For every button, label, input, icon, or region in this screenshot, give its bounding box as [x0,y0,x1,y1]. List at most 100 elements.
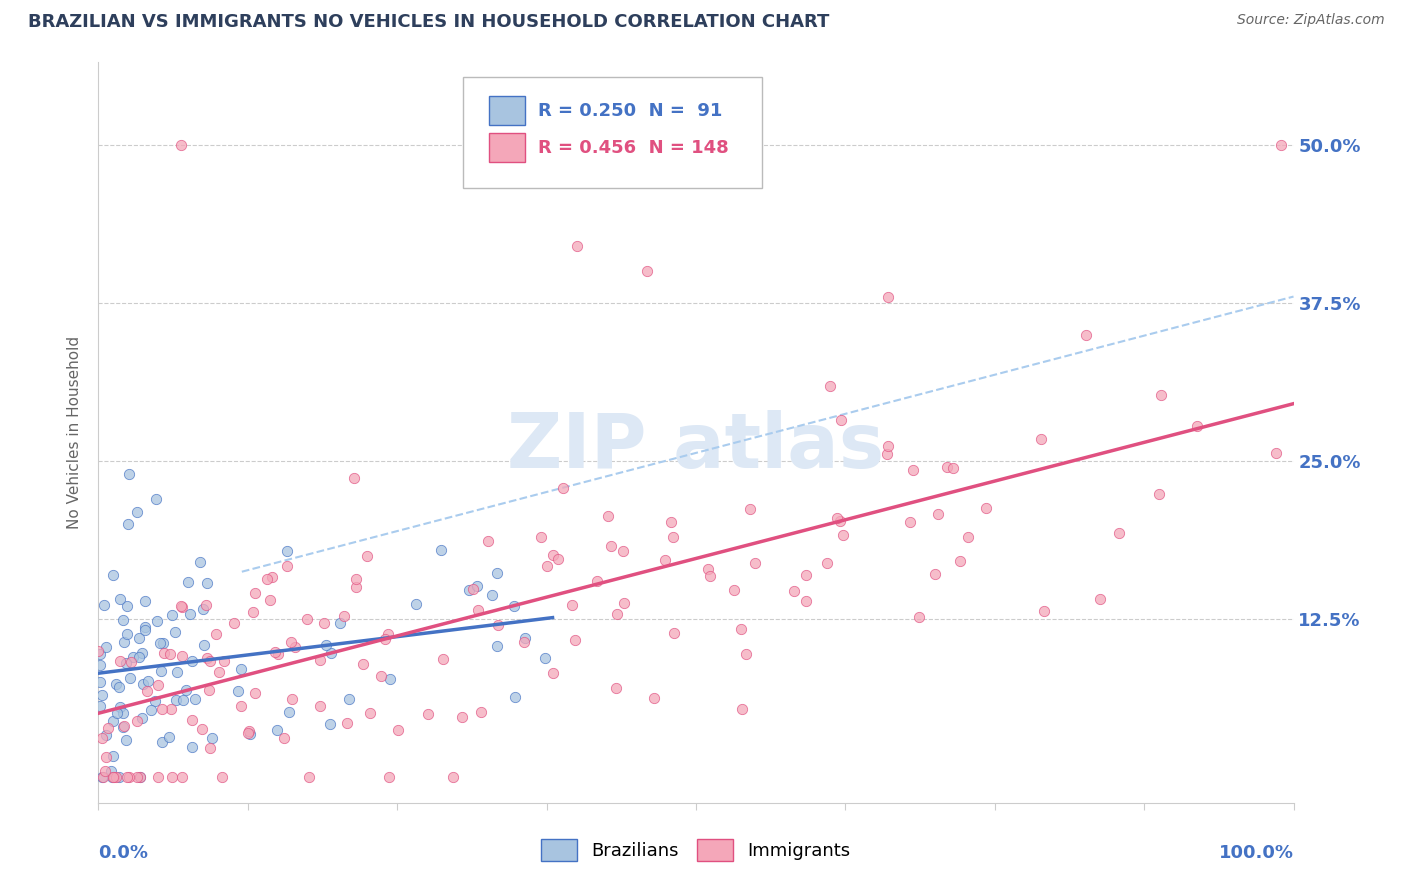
Point [315,638,337,652]
Point [101,771,124,785]
Point [148,771,170,785]
Point [166,665,188,679]
Point [101,771,124,785]
Point [94,749,117,764]
Point [432,652,454,666]
Point [172,693,194,707]
Point [481,588,503,602]
Point [118,671,141,685]
Point [89,657,111,672]
Point [280,635,302,649]
Point [441,771,464,785]
Point [108,771,131,785]
Point [543,549,565,563]
Point [1108,526,1130,541]
Point [295,612,318,626]
Point [731,702,754,716]
Point [949,554,972,568]
Point [477,533,499,548]
Point [935,459,957,474]
Point [201,731,224,745]
Point [162,608,184,623]
Point [87,644,110,658]
Point [141,703,163,717]
Point [942,460,965,475]
Point [152,636,174,650]
Point [170,137,193,152]
Point [117,771,139,785]
Point [115,627,138,641]
Point [89,674,111,689]
Point [114,656,136,670]
Point [108,700,131,714]
Point [236,725,259,739]
Point [828,514,851,528]
Point [267,647,290,661]
Point [1187,419,1209,434]
Point [451,709,474,723]
Y-axis label: No Vehicles in Household: No Vehicles in Household [67,336,83,529]
Point [643,690,665,705]
Point [112,706,135,720]
Point [661,530,683,544]
Point [172,771,194,785]
Point [1076,327,1098,342]
Point [278,706,301,720]
Point [242,605,264,619]
Point [273,731,295,746]
Text: 0.0%: 0.0% [98,844,149,862]
Point [876,289,898,303]
Point [696,562,718,576]
Point [165,693,187,707]
Point [208,665,231,679]
Point [343,471,366,485]
Point [191,723,214,737]
Point [111,720,134,734]
Point [515,631,537,645]
Point [606,607,628,622]
Point [377,626,399,640]
Point [262,569,284,583]
Point [551,481,574,495]
Point [131,646,153,660]
Point [467,579,489,593]
Text: Source: ZipAtlas.com: Source: ZipAtlas.com [1237,13,1385,28]
Point [179,607,201,621]
Point [127,505,149,519]
Point [150,734,173,748]
Point [329,616,352,631]
Point [197,651,219,665]
Point [730,622,752,636]
Point [118,771,141,785]
Point [738,502,761,516]
Point [198,683,221,698]
Point [134,620,156,634]
Point [125,771,148,785]
Point [598,508,620,523]
Point [796,593,818,607]
Point [181,739,204,754]
Point [662,626,685,640]
Point [513,635,536,649]
Point [91,731,114,746]
Point [200,740,222,755]
Point [458,582,481,597]
Point [181,713,204,727]
Point [212,654,235,668]
Text: R = 0.456  N = 148: R = 0.456 N = 148 [538,138,728,157]
FancyBboxPatch shape [463,78,762,188]
Point [132,677,155,691]
Point [91,771,114,785]
Point [1150,388,1173,402]
Point [744,556,766,570]
Point [825,511,848,525]
Point [502,599,524,614]
FancyBboxPatch shape [489,95,524,126]
Point [344,573,367,587]
Point [135,683,157,698]
Point [284,640,307,654]
Point [105,706,128,720]
Point [612,544,634,558]
Point [90,688,112,702]
Point [111,613,134,627]
